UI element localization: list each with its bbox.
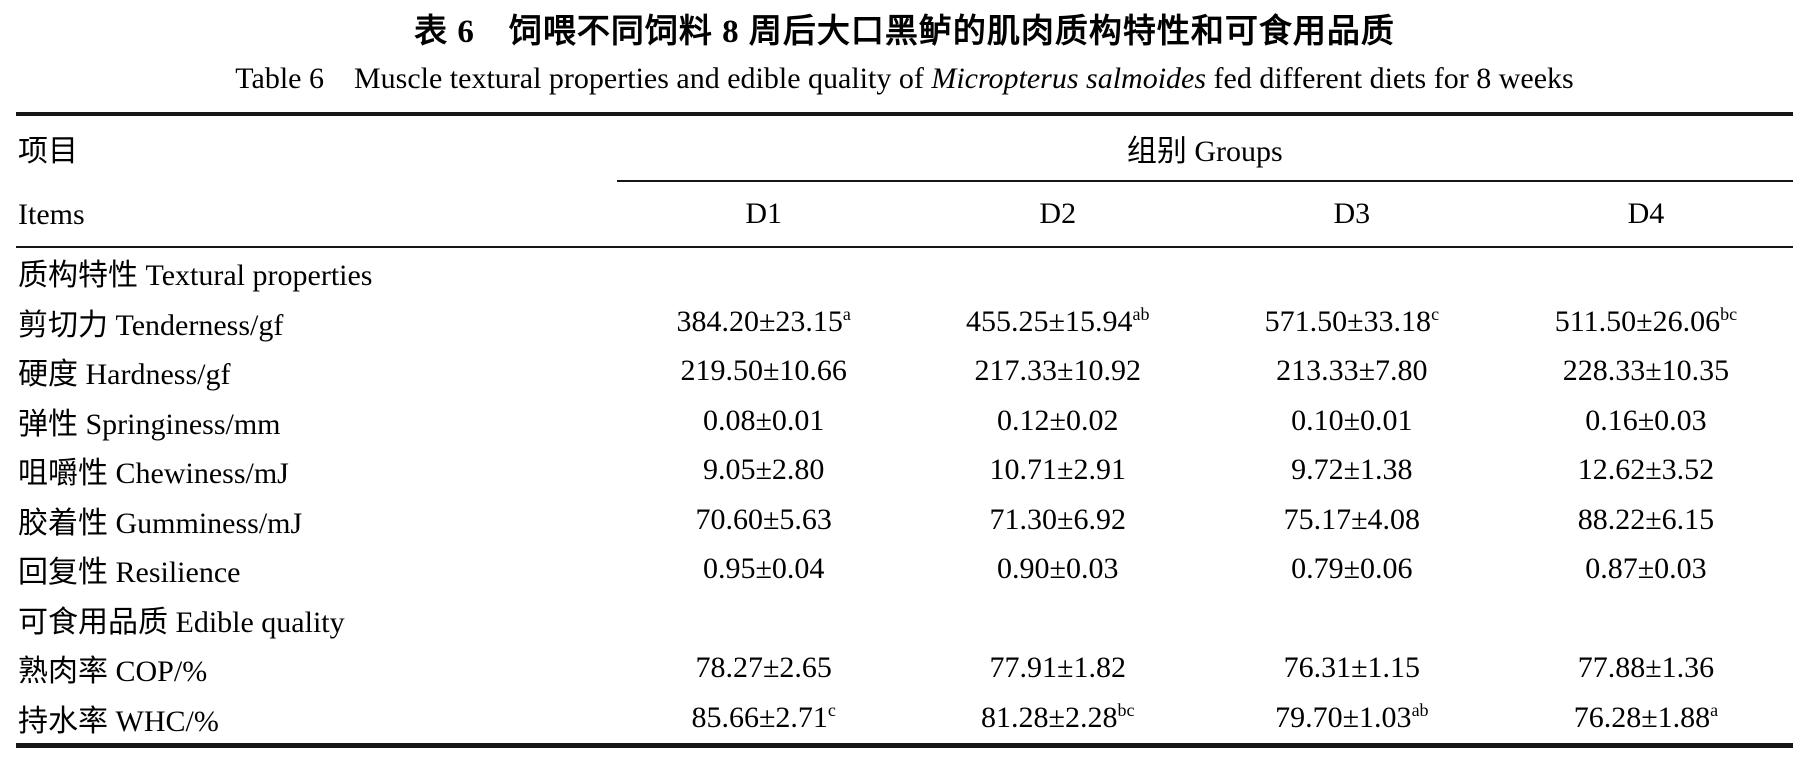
section-header-row: 质构特性 Textural properties (16, 247, 1793, 298)
value-cell: 0.90±0.03 (997, 552, 1119, 586)
items-label-en: Items (18, 197, 85, 231)
column-header-d1: D1 (616, 180, 911, 248)
value-cell: 77.88±1.36 (1577, 651, 1715, 685)
value-cell: 0.87±0.03 (1585, 552, 1707, 586)
section-label: 可食用品质 Edible quality (18, 605, 345, 639)
value-cell: 88.22±6.15 (1577, 502, 1715, 536)
significance-superscript: a (1710, 699, 1719, 720)
value-cell: 81.28±2.28bc (981, 699, 1135, 734)
row-label: 回复性 Resilience (18, 556, 241, 590)
significance-superscript: c (827, 699, 836, 720)
items-header-inner: 项目 Items (16, 116, 617, 244)
value-cell: 77.91±1.82 (989, 651, 1126, 685)
value-cell: 0.79±0.06 (1291, 552, 1413, 586)
title-english-suffix: fed different diets for 8 weeks (1206, 61, 1574, 95)
value-cell: 76.28±1.88a (1573, 699, 1719, 734)
row-label: 熟肉率 COP/% (18, 655, 208, 689)
value-cell: 9.72±1.38 (1291, 453, 1413, 487)
column-header-d4: D4 (1498, 180, 1793, 248)
table-row: 回复性 Resilience 0.95±0.04 0.90±0.03 0.79±0.0… (16, 545, 1793, 595)
header-row-groups: 项目 Items 组别 Groups (16, 113, 1793, 248)
value-cell: 384.20±23.15a (676, 303, 851, 338)
value-cell: 75.17±4.08 (1283, 502, 1421, 536)
value-cell: 0.16±0.03 (1585, 403, 1707, 437)
value-cell: 78.27±2.65 (695, 651, 832, 685)
value-cell: 70.60±5.63 (695, 502, 832, 536)
significance-superscript: ab (1411, 699, 1429, 720)
value-cell: 228.33±10.35 (1562, 354, 1730, 388)
empty-cell (617, 594, 911, 644)
empty-cell (1499, 247, 1793, 298)
section-label: 质构特性 Textural properties (18, 259, 373, 293)
row-label: 剪切力 Tenderness/gf (18, 308, 284, 342)
row-label: 弹性 Springiness/mm (18, 407, 281, 441)
header-row-columns: D1 D2 D3 D4 (16, 180, 1793, 248)
value-cell: 455.25±15.94ab (966, 303, 1150, 338)
table-row: 胶着性 Gumminess/mJ 70.60±5.63 71.30±6.92 75.1… (16, 495, 1793, 545)
table-row: 弹性 Springiness/mm 0.08±0.01 0.12±0.02 0.10±… (16, 396, 1793, 446)
value-cell: 511.50±26.06bc (1554, 303, 1738, 338)
row-label: 咀嚼性 Chewiness/mJ (18, 457, 289, 491)
value-cell: 12.62±3.52 (1577, 453, 1715, 487)
section-header-row: 可食用品质 Edible quality (16, 594, 1793, 644)
value-cell: 571.50±33.18c (1264, 303, 1440, 338)
empty-cell (617, 247, 911, 298)
data-table: 项目 Items 组别 Groups D1 D2 D3 D4 质构特性 Text… (16, 111, 1793, 748)
significance-superscript: bc (1720, 303, 1738, 324)
items-label-cn: 项目 (18, 134, 78, 168)
value-cell: 9.05±2.80 (702, 453, 825, 487)
value-cell: 219.50±10.66 (680, 354, 847, 388)
empty-cell (911, 594, 1205, 644)
value-cell: 10.71±2.91 (989, 453, 1126, 487)
table-row: 持水率 WHC/% 85.66±2.71c 81.28±2.28bc 79.70±1.… (16, 693, 1793, 745)
value-cell: 0.10±0.01 (1291, 403, 1413, 437)
table-header: 项目 Items 组别 Groups D1 D2 D3 D4 (16, 113, 1793, 248)
column-header-d2: D2 (910, 180, 1205, 248)
table-body: 质构特性 Textural properties 剪切力 Tenderness/g… (16, 247, 1793, 746)
species-name-italic: Micropterus salmoides (931, 61, 1207, 95)
items-header-cell: 项目 Items (16, 113, 617, 248)
column-header-d3: D3 (1204, 180, 1499, 248)
significance-superscript: bc (1117, 699, 1135, 720)
empty-cell (911, 247, 1205, 298)
empty-cell (1205, 594, 1499, 644)
significance-superscript: a (842, 303, 851, 324)
significance-superscript: ab (1132, 303, 1150, 324)
row-label: 硬度 Hardness/gf (18, 358, 231, 392)
empty-cell (1205, 247, 1499, 298)
value-cell: 76.31±1.15 (1283, 651, 1421, 685)
value-cell: 0.08±0.01 (702, 403, 825, 437)
row-label: 胶着性 Gumminess/mJ (18, 506, 303, 540)
table-title-chinese: 表 6 饲喂不同饲料 8 周后大口黑鲈的肌肉质构特性和可食用品质 (414, 14, 1395, 50)
title-english-prefix: Table 6 Muscle textural properties and e… (235, 61, 932, 95)
value-cell: 0.95±0.04 (702, 552, 825, 586)
value-cell: 0.12±0.02 (997, 403, 1119, 437)
empty-cell (1499, 594, 1793, 644)
value-cell: 213.33±7.80 (1276, 354, 1428, 388)
table-row: 咀嚼性 Chewiness/mJ 9.05±2.80 10.71±2.91 9.72±… (16, 446, 1793, 496)
table-row: 剪切力 Tenderness/gf 384.20±23.15a 455.25±15.… (16, 297, 1793, 347)
groups-header-cell: 组别 Groups (616, 113, 1793, 182)
value-cell: 85.66±2.71c (691, 699, 836, 734)
value-cell: 79.70±1.03ab (1275, 699, 1429, 734)
significance-superscript: c (1431, 303, 1440, 324)
table-title-english: Table 6 Muscle textural properties and e… (16, 59, 1793, 98)
table-row: 硬度 Hardness/gf 219.50±10.66 217.33±10.92 21… (16, 347, 1793, 397)
row-label: 持水率 WHC/% (18, 704, 219, 738)
value-cell: 71.30±6.92 (989, 502, 1126, 536)
value-cell: 217.33±10.92 (974, 354, 1141, 388)
table-row: 熟肉率 COP/% 78.27±2.65 77.91±1.82 76.31±1.15 7… (16, 644, 1793, 694)
